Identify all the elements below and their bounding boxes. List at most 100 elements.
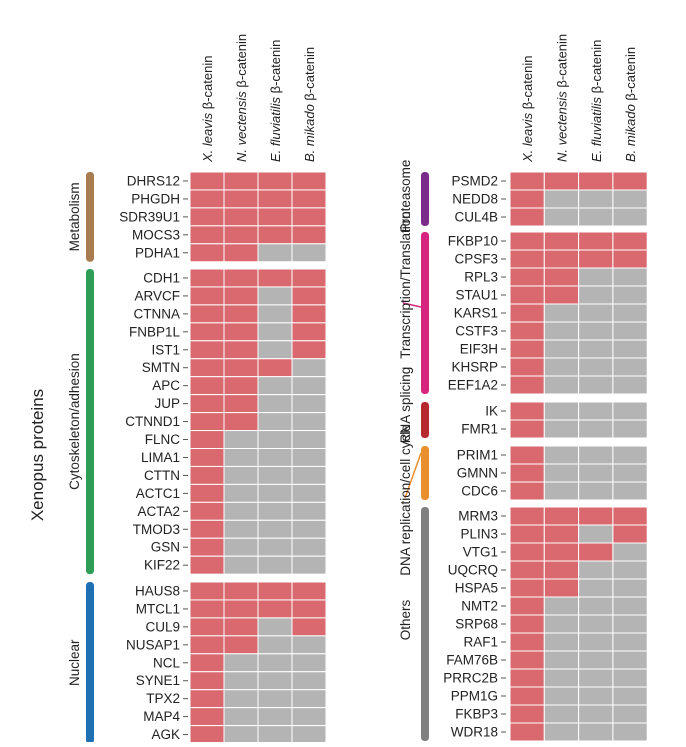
gene-label: CTNNA bbox=[134, 306, 181, 321]
heatmap-cell bbox=[543, 560, 580, 580]
heatmap-cell bbox=[578, 321, 614, 341]
category-bar bbox=[421, 172, 429, 226]
gene-label: NMT2 bbox=[461, 599, 498, 614]
heatmap-cell bbox=[291, 207, 327, 227]
heatmap-cell bbox=[257, 304, 293, 324]
heatmap-cell bbox=[291, 358, 327, 378]
gene-label: FLNC bbox=[145, 432, 181, 447]
gene-label: NEDD8 bbox=[452, 192, 498, 207]
heatmap-cell bbox=[189, 537, 225, 557]
heatmap-cell bbox=[257, 519, 293, 539]
gene-label: NUSAP1 bbox=[126, 637, 180, 652]
category-label: Proteasome bbox=[398, 160, 413, 233]
heatmap-cell bbox=[509, 542, 545, 562]
heatmap-cell bbox=[257, 465, 293, 485]
heatmap-cell bbox=[291, 581, 327, 601]
group-cytoskeleton-adhesion: Cytoskeleton/adhesion CDH1 ARVCF CTNNA FNBP1… bbox=[67, 268, 327, 575]
heatmap-cell bbox=[223, 671, 259, 691]
heatmap-cell bbox=[612, 419, 648, 439]
heatmap-cell bbox=[223, 483, 259, 503]
heatmap-cell bbox=[578, 419, 614, 439]
heatmap-cell bbox=[509, 189, 545, 209]
heatmap-cell bbox=[291, 322, 327, 342]
gene-label: MOCS3 bbox=[132, 227, 180, 242]
gene-label: RPL3 bbox=[464, 270, 498, 285]
group-dna-replication-cell-cycle: DNA replication/cell cycle PRIM1 GMNN CDC6 bbox=[398, 424, 648, 576]
gene-label: MAP4 bbox=[143, 709, 180, 724]
gene-label: UQCRQ bbox=[448, 563, 498, 578]
heatmap-row: MRM3 bbox=[458, 506, 648, 526]
heatmap-cell bbox=[189, 225, 225, 245]
heatmap-row: NEDD8 bbox=[452, 189, 648, 209]
column-species: E. fluviatilis bbox=[589, 96, 604, 162]
heatmap-cell bbox=[578, 506, 614, 526]
gene-label: STAU1 bbox=[455, 288, 498, 303]
gene-label: CUL9 bbox=[145, 619, 180, 634]
column-label: X. leavis β-catenin bbox=[520, 56, 535, 163]
column-species: N. vectensis bbox=[554, 91, 569, 162]
gene-label: CTTN bbox=[144, 468, 180, 483]
heatmap-cell bbox=[509, 339, 545, 359]
heatmap-cell bbox=[509, 614, 545, 634]
gene-label: FKBP3 bbox=[455, 707, 498, 722]
gene-label: ARVCF bbox=[134, 288, 180, 303]
heatmap-row: FMR1 bbox=[461, 419, 648, 439]
heatmap-cell bbox=[543, 231, 580, 251]
heatmap-cell bbox=[257, 358, 293, 378]
column-species: B. mikado bbox=[302, 104, 317, 162]
heatmap-cell bbox=[543, 189, 580, 209]
heatmap-cell bbox=[543, 668, 580, 688]
heatmap-row: MOCS3 bbox=[132, 225, 327, 245]
heatmap-cell bbox=[291, 671, 327, 691]
heatmap-cell bbox=[612, 481, 648, 501]
heatmap-cell bbox=[612, 189, 648, 209]
gene-label: PHGDH bbox=[131, 191, 180, 206]
column-suffix: β-catenin bbox=[234, 34, 249, 91]
heatmap-cell bbox=[578, 668, 614, 688]
heatmap-cell bbox=[257, 483, 293, 503]
heatmap-row: FNBP1L bbox=[129, 322, 327, 342]
heatmap-cell bbox=[189, 394, 225, 414]
category-label: Nuclear bbox=[67, 639, 82, 686]
heatmap-cell bbox=[189, 322, 225, 342]
heatmap-row: RPL3 bbox=[464, 267, 648, 287]
heatmap-cell bbox=[543, 171, 580, 191]
heatmap-cell bbox=[223, 394, 259, 414]
heatmap-cell bbox=[578, 578, 614, 598]
category-label: Metabolism bbox=[67, 182, 82, 251]
heatmap-row: FKBP10 bbox=[448, 231, 648, 251]
heatmap-cell bbox=[543, 357, 580, 377]
heatmap-cell bbox=[291, 689, 327, 709]
heatmap-cell bbox=[578, 542, 614, 562]
heatmap-row: STAU1 bbox=[455, 285, 648, 305]
heatmap-cell bbox=[189, 171, 225, 191]
heatmap-cell bbox=[612, 722, 648, 742]
heatmap-cell bbox=[578, 171, 614, 191]
heatmap-cell bbox=[578, 189, 614, 209]
gene-label: CTNND1 bbox=[125, 414, 180, 429]
category-label: Others bbox=[398, 599, 413, 640]
heatmap-cell bbox=[189, 286, 225, 306]
heatmap-cell bbox=[509, 481, 545, 501]
gene-label: MTCL1 bbox=[136, 601, 180, 616]
heatmap-cell bbox=[612, 339, 648, 359]
heatmap-cell bbox=[612, 506, 648, 526]
heatmap-cell bbox=[578, 231, 614, 251]
heatmap-cell bbox=[223, 465, 259, 485]
column-label: E. fluviatilis β-catenin bbox=[268, 40, 283, 162]
heatmap-cell bbox=[578, 524, 614, 544]
heatmap-cell bbox=[189, 268, 225, 288]
heatmap-cell bbox=[189, 412, 225, 432]
heatmap-cell bbox=[509, 207, 545, 227]
heatmap-cell bbox=[612, 560, 648, 580]
heatmap-row: LIMA1 bbox=[141, 448, 327, 467]
heatmap-cell bbox=[189, 671, 225, 691]
heatmap-cell bbox=[509, 419, 545, 439]
heatmap-row: DHRS12 bbox=[127, 171, 327, 191]
heatmap-cell bbox=[509, 524, 545, 544]
heatmap-cell bbox=[509, 650, 545, 670]
heatmap-cell bbox=[543, 542, 580, 562]
heatmap-cell bbox=[578, 560, 614, 580]
heatmap-cell bbox=[257, 617, 293, 637]
